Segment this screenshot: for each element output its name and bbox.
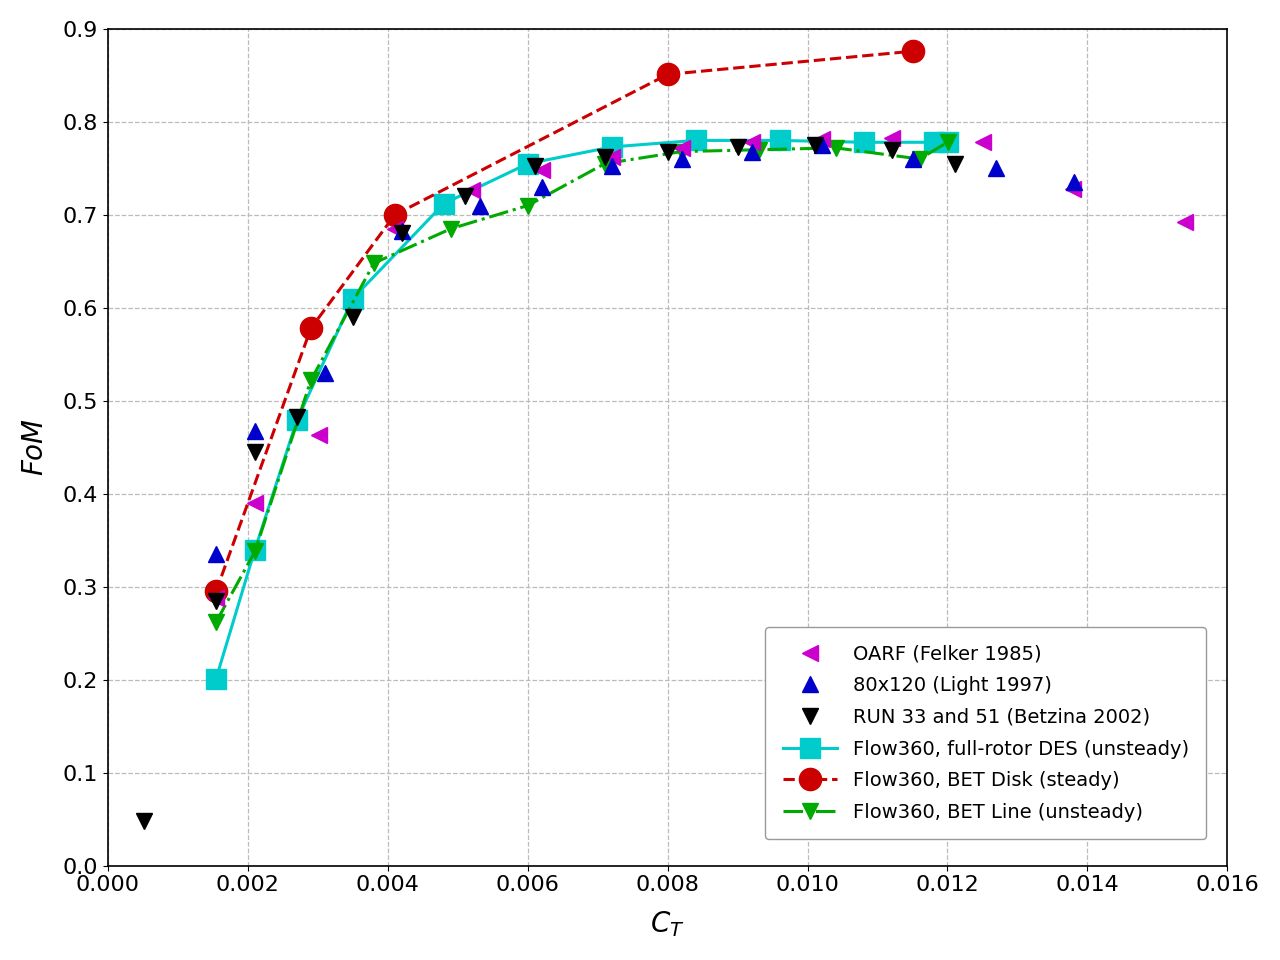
Flow360, full-rotor DES (unsteady) <box>604 141 620 153</box>
OARF (Felker 1985) <box>884 132 900 143</box>
OARF (Felker 1985) <box>209 592 224 604</box>
OARF (Felker 1985) <box>975 136 991 148</box>
Line: 80x120 (Light 1997): 80x120 (Light 1997) <box>207 136 1083 563</box>
Flow360, full-rotor DES (unsteady) <box>772 134 787 146</box>
Flow360, full-rotor DES (unsteady) <box>436 198 452 209</box>
Flow360, BET Line (unsteady) <box>366 257 381 269</box>
RUN 33 and 51 (Betzina 2002) <box>806 139 822 151</box>
Flow360, full-rotor DES (unsteady) <box>247 543 262 555</box>
RUN 33 and 51 (Betzina 2002) <box>136 815 151 827</box>
Flow360, BET Line (unsteady) <box>443 223 458 234</box>
80x120 (Light 1997) <box>675 154 690 165</box>
Flow360, BET Disk (steady) <box>209 586 224 597</box>
RUN 33 and 51 (Betzina 2002) <box>289 411 305 422</box>
Line: Flow360, BET Line (unsteady): Flow360, BET Line (unsteady) <box>207 134 956 631</box>
Flow360, BET Disk (steady) <box>660 68 676 80</box>
Flow360, full-rotor DES (unsteady) <box>289 415 305 426</box>
Flow360, BET Disk (steady) <box>387 209 402 221</box>
RUN 33 and 51 (Betzina 2002) <box>596 152 612 163</box>
RUN 33 and 51 (Betzina 2002) <box>346 311 361 323</box>
Flow360, BET Line (unsteady) <box>247 545 262 557</box>
Flow360, full-rotor DES (unsteady) <box>856 136 872 148</box>
Line: RUN 33 and 51 (Betzina 2002): RUN 33 and 51 (Betzina 2002) <box>136 136 963 829</box>
Flow360, BET Line (unsteady) <box>751 144 767 156</box>
OARF (Felker 1985) <box>814 132 829 144</box>
80x120 (Light 1997) <box>394 225 410 236</box>
RUN 33 and 51 (Betzina 2002) <box>457 190 472 202</box>
Flow360, full-rotor DES (unsteady) <box>346 293 361 304</box>
Flow360, full-rotor DES (unsteady) <box>520 157 535 169</box>
OARF (Felker 1985) <box>1066 183 1082 195</box>
80x120 (Light 1997) <box>744 146 759 157</box>
RUN 33 and 51 (Betzina 2002) <box>247 446 262 458</box>
Flow360, BET Line (unsteady) <box>911 154 927 165</box>
Flow360, BET Disk (steady) <box>906 45 922 57</box>
80x120 (Light 1997) <box>317 367 333 378</box>
Flow360, BET Line (unsteady) <box>303 374 319 386</box>
OARF (Felker 1985) <box>604 152 620 163</box>
Flow360, full-rotor DES (unsteady) <box>209 673 224 684</box>
Flow360, BET Line (unsteady) <box>828 142 844 154</box>
Flow360, BET Disk (steady) <box>303 323 319 334</box>
Flow360, BET Line (unsteady) <box>520 200 535 211</box>
Flow360, full-rotor DES (unsteady) <box>940 136 955 148</box>
80x120 (Light 1997) <box>209 548 224 560</box>
Flow360, full-rotor DES (unsteady) <box>687 134 703 146</box>
Line: OARF (Felker 1985): OARF (Felker 1985) <box>207 130 1194 607</box>
80x120 (Light 1997) <box>534 181 549 193</box>
Flow360, BET Line (unsteady) <box>675 146 690 157</box>
OARF (Felker 1985) <box>1178 217 1193 228</box>
Line: Flow360, full-rotor DES (unsteady): Flow360, full-rotor DES (unsteady) <box>206 131 957 688</box>
OARF (Felker 1985) <box>463 184 479 196</box>
80x120 (Light 1997) <box>472 200 488 211</box>
RUN 33 and 51 (Betzina 2002) <box>947 157 963 169</box>
Flow360, BET Line (unsteady) <box>596 157 612 169</box>
OARF (Felker 1985) <box>247 497 262 509</box>
X-axis label: $C_T$: $C_T$ <box>650 909 685 939</box>
RUN 33 and 51 (Betzina 2002) <box>209 595 224 607</box>
RUN 33 and 51 (Betzina 2002) <box>394 228 410 239</box>
Line: Flow360, BET Disk (steady): Flow360, BET Disk (steady) <box>205 40 924 603</box>
RUN 33 and 51 (Betzina 2002) <box>527 160 543 172</box>
RUN 33 and 51 (Betzina 2002) <box>730 141 745 153</box>
80x120 (Light 1997) <box>247 424 262 436</box>
80x120 (Light 1997) <box>906 154 922 165</box>
80x120 (Light 1997) <box>1066 177 1082 188</box>
Y-axis label: $FoM$: $FoM$ <box>20 419 49 476</box>
OARF (Felker 1985) <box>534 164 549 176</box>
OARF (Felker 1985) <box>675 142 690 154</box>
Flow360, BET Line (unsteady) <box>940 136 955 148</box>
RUN 33 and 51 (Betzina 2002) <box>884 144 900 156</box>
80x120 (Light 1997) <box>604 160 620 172</box>
Flow360, full-rotor DES (unsteady) <box>925 136 941 148</box>
OARF (Felker 1985) <box>744 136 759 148</box>
OARF (Felker 1985) <box>388 223 403 234</box>
80x120 (Light 1997) <box>989 162 1005 174</box>
RUN 33 and 51 (Betzina 2002) <box>660 146 676 157</box>
OARF (Felker 1985) <box>311 429 326 441</box>
Legend: OARF (Felker 1985), 80x120 (Light 1997), RUN 33 and 51 (Betzina 2002), Flow360, : OARF (Felker 1985), 80x120 (Light 1997),… <box>765 627 1206 839</box>
80x120 (Light 1997) <box>814 139 829 151</box>
Flow360, BET Line (unsteady) <box>209 616 224 628</box>
